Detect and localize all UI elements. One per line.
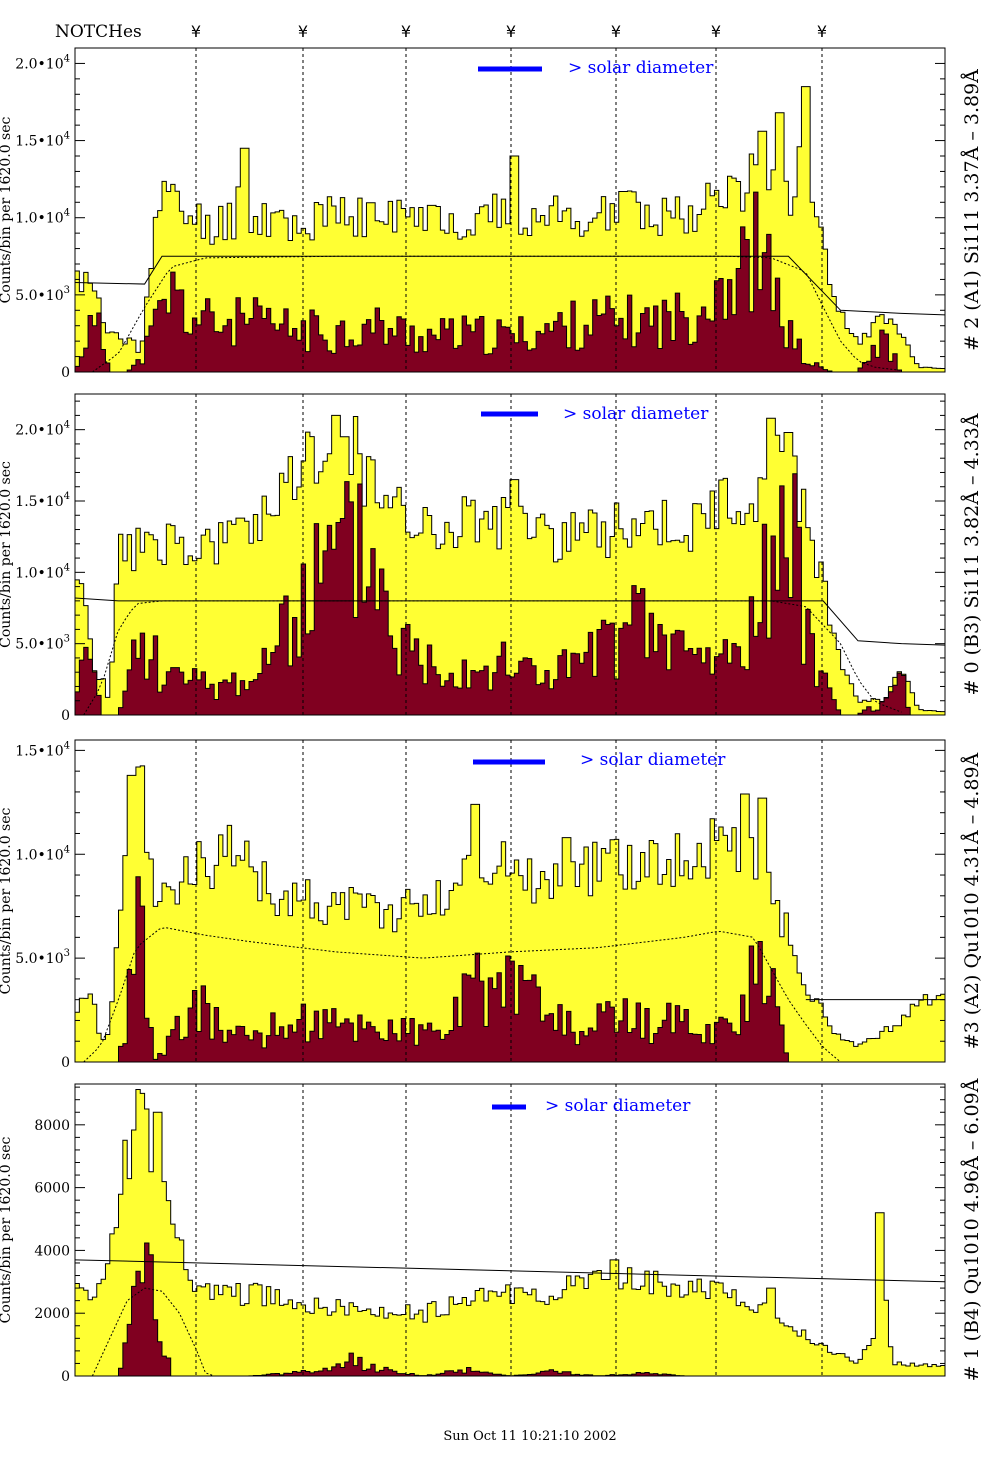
y-tick-label: 2000: [34, 1306, 70, 1322]
total-counts-histogram: [74, 765, 946, 1063]
y-tick-label: 6000: [34, 1181, 70, 1197]
subset-counts-histogram: [74, 473, 945, 716]
model-curve-dashed: [91, 1287, 215, 1377]
y-tick-label: 0: [61, 708, 70, 724]
channel-label: # 0 (B3) Si111 3.82Å – 4.33Å: [961, 413, 983, 695]
total-counts-histogram: [74, 1089, 946, 1377]
notch-marker: ¥: [506, 22, 516, 41]
panels: 0 5.0•103 1.0•104 1.5•104 2.0•104 Counts/bin …: [0, 47, 983, 1385]
y-tick-label: 2.0•104: [15, 53, 70, 72]
y-tick-label: 8000: [34, 1118, 70, 1134]
y-tick-label: 1.0•104: [15, 208, 70, 227]
y-tick-label: 4000: [34, 1243, 70, 1259]
legend-label: > solar diameter: [568, 58, 714, 78]
y-tick-label: 5.0•103: [15, 634, 70, 653]
timestamp-footer: Sun Oct 11 10:21:10 2002: [443, 1429, 616, 1444]
model-curve-dashed: [92, 255, 902, 373]
y-tick-label: 1.5•104: [15, 740, 70, 759]
notch-markers: ¥ ¥ ¥ ¥ ¥ ¥ ¥: [191, 22, 827, 41]
notch-marker: ¥: [817, 22, 827, 41]
model-curve-dashed: [83, 927, 841, 1063]
y-tick-label: 0: [61, 1055, 70, 1071]
legend-label: > solar diameter: [563, 404, 709, 424]
notch-marker: ¥: [298, 22, 308, 41]
subset-counts-histogram: [74, 191, 945, 373]
y-tick-label: 0: [61, 1369, 70, 1385]
y-tick-label: 1.0•104: [15, 844, 70, 863]
y-tick-label: 5.0•103: [15, 948, 70, 967]
y-axis-label: Counts/bin per 1620.0 sec: [0, 116, 14, 303]
y-tick-label: 2.0•104: [15, 420, 70, 439]
y-tick-label: 1.5•104: [15, 131, 70, 150]
subset-counts-histogram: [75, 876, 945, 1063]
notch-marker: ¥: [191, 22, 201, 41]
y-tick-label: 0: [61, 365, 70, 381]
legend-label: > solar diameter: [545, 1096, 691, 1116]
notch-marker: ¥: [611, 22, 621, 41]
plot-frame: [74, 47, 946, 373]
chart-panel-2: 0 5.0•103 1.0•104 1.5•104 2.0•104 Counts/bin …: [0, 393, 983, 724]
chart-panel-1: 0 5.0•103 1.0•104 1.5•104 2.0•104 Counts/bin …: [0, 47, 983, 381]
plot-frame: [74, 1083, 946, 1377]
y-tick-label: 5.0•103: [15, 285, 70, 304]
channel-label: # 1 (B4) Qu1010 4.96Å – 6.09Å: [961, 1078, 983, 1381]
notches-title: NOTCHes: [55, 22, 142, 42]
y-axis-label: Counts/bin per 1620.0 sec: [0, 807, 14, 994]
notch-marker: ¥: [401, 22, 411, 41]
chart-panel-4: 0 2000 4000 6000 8000 Counts/bin per 1620.0 s…: [0, 1078, 983, 1385]
reference-curve-solid: [74, 255, 946, 316]
legend-label: > solar diameter: [580, 750, 726, 770]
plot-frame: [74, 393, 946, 716]
y-axis-label: Counts/bin per 1620.0 sec: [0, 1136, 14, 1323]
notch-marker: ¥: [711, 22, 721, 41]
channel-label: #3 (A2) Qu1010 4.31Å – 4.89Å: [961, 752, 983, 1049]
plot-frame: [74, 739, 946, 1063]
reference-curve-solid: [74, 1259, 946, 1283]
y-tick-label: 1.5•104: [15, 491, 70, 510]
y-tick-label: 1.0•104: [15, 562, 70, 581]
channel-label: # 2 (A1) Si111 3.37Å – 3.89Å: [961, 69, 983, 351]
y-axis-label: Counts/bin per 1620.0 sec: [0, 461, 14, 648]
reference-curve-solid: [74, 597, 946, 646]
chart-panel-3: 0 5.0•103 1.0•104 1.5•104 Counts/bin per 162…: [0, 739, 983, 1071]
